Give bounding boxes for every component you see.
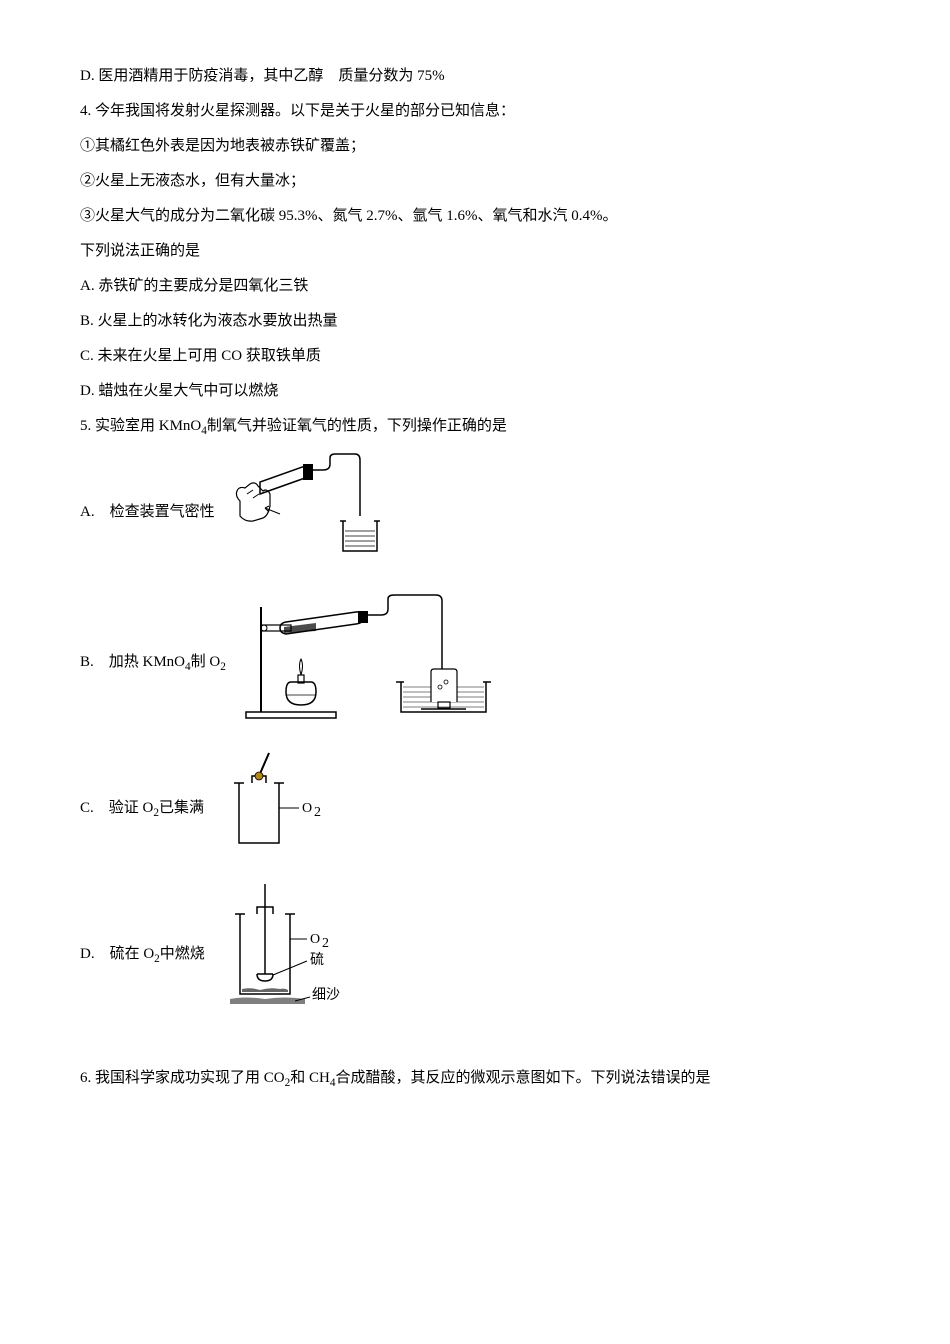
q5-optd-prefix: D. 硫在 O — [80, 946, 154, 962]
q5-stem-suffix: 制氧气并验证氧气的性质，下列操作正确的是 — [207, 418, 507, 434]
q4-option-a: A. 赤铁矿的主要成分是四氧化三铁 — [80, 270, 870, 303]
q4-prompt: 下列说法正确的是 — [80, 235, 870, 268]
q5-diagram-d: O 2 硫 细沙 — [215, 879, 375, 1032]
q6-stem-mid: 和 CH — [290, 1070, 330, 1086]
q5-optc-prefix: C. 验证 O — [80, 800, 153, 816]
q5-optb-mid: 制 O — [191, 654, 221, 670]
annotation-sulfur: 硫 — [310, 952, 324, 968]
q5-optd-suffix: 中燃烧 — [160, 946, 205, 962]
q5-optb-prefix: B. 加热 KMnO — [80, 654, 185, 670]
q6-stem-prefix: 6. 我国科学家成功实现了用 CO — [80, 1070, 285, 1086]
svg-text:O: O — [302, 801, 312, 816]
svg-text:2: 2 — [314, 805, 321, 820]
q5-option-a-label: A. 检查装置气密性 — [80, 496, 215, 529]
q4-fact1: ①其橘红色外表是因为地表被赤铁矿覆盖； — [80, 130, 870, 163]
q5-diagram-a — [225, 446, 385, 579]
q5-option-b-row: B. 加热 KMnO4制 O2 — [80, 587, 870, 740]
q5-option-b-label: B. 加热 KMnO4制 O2 — [80, 646, 226, 680]
q5-diagram-c: O 2 — [214, 748, 344, 871]
q4-stem: 4. 今年我国将发射火星探测器。以下是关于火星的部分已知信息： — [80, 95, 870, 128]
q4-option-c: C. 未来在火星上可用 CO 获取铁单质 — [80, 340, 870, 373]
q6-stem-suffix: 合成醋酸，其反应的微观示意图如下。下列说法错误的是 — [335, 1070, 710, 1086]
q4-fact3: ③火星大气的成分为二氧化碳 95.3%、氮气 2.7%、氩气 1.6%、氧气和水… — [80, 200, 870, 233]
q5-option-c-label: C. 验证 O2已集满 — [80, 792, 204, 826]
annotation-sand: 细沙 — [312, 987, 340, 1003]
q5-stem-prefix: 5. 实验室用 KMnO — [80, 418, 201, 434]
q5-diagram-b — [236, 587, 496, 740]
q6-stem: 6. 我国科学家成功实现了用 CO2和 CH4合成醋酸，其反应的微观示意图如下。… — [80, 1062, 870, 1096]
q5-optb-sub2: 2 — [220, 661, 226, 673]
q5-optc-suffix: 已集满 — [159, 800, 204, 816]
q5-option-a-row: A. 检查装置气密性 — [80, 446, 870, 579]
q5-stem: 5. 实验室用 KMnO4制氧气并验证氧气的性质，下列操作正确的是 — [80, 410, 870, 444]
q4-option-b: B. 火星上的冰转化为液态水要放出热量 — [80, 305, 870, 338]
svg-text:O: O — [310, 932, 320, 947]
q3-option-d: D. 医用酒精用于防疫消毒，其中乙醇 质量分数为 75% — [80, 60, 870, 93]
q4-fact2: ②火星上无液态水，但有大量冰； — [80, 165, 870, 198]
q5-option-c-row: C. 验证 O2已集满 O 2 — [80, 748, 870, 871]
q4-option-d: D. 蜡烛在火星大气中可以燃烧 — [80, 375, 870, 408]
q5-option-d-row: D. 硫在 O2中燃烧 O 2 硫 细沙 — [80, 879, 870, 1032]
q5-option-d-label: D. 硫在 O2中燃烧 — [80, 938, 205, 972]
svg-text:2: 2 — [322, 936, 329, 951]
